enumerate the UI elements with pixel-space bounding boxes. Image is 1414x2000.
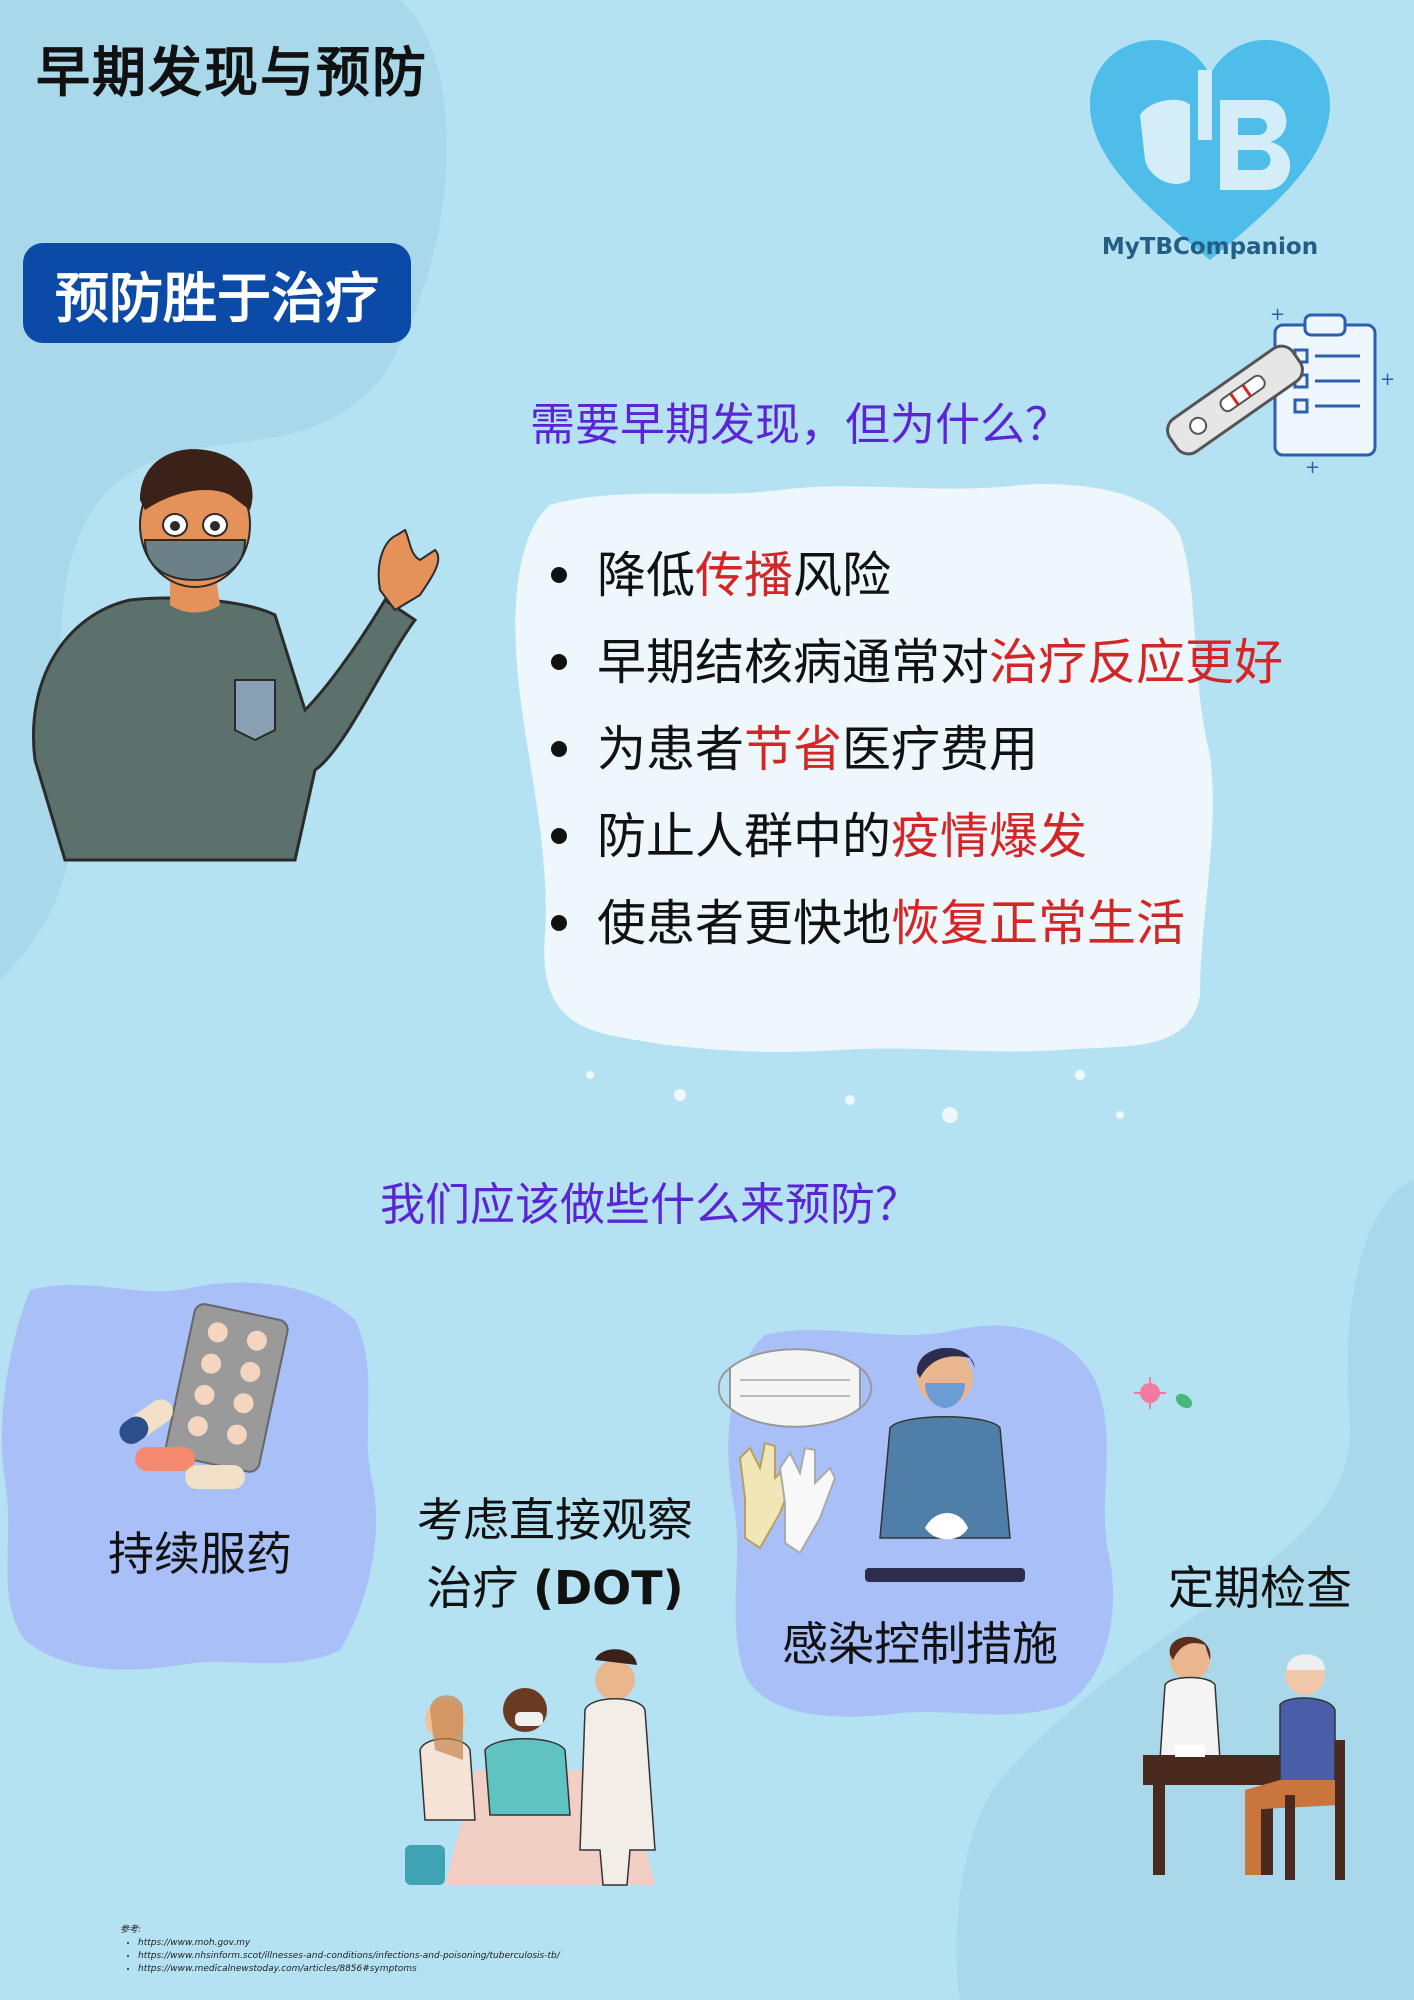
dot-label-line2: 治疗 (DOT) <box>380 1554 730 1622</box>
test-kit-clipboard-illustration: + + + <box>1166 304 1395 478</box>
list-item: 使患者更快地恢复正常生活 <box>545 893 1283 980</box>
references: 参考: https://www.moh.gov.my https://www.n… <box>120 1922 560 1976</box>
item-highlight: 疫情爆发 <box>891 808 1088 865</box>
slogan-badge: 预防胜于治疗 <box>23 243 411 343</box>
svg-text:+: + <box>1270 304 1285 325</box>
list-item: 为患者节省医疗费用 <box>545 719 1283 806</box>
item-text: 降低 <box>597 547 696 604</box>
item-highlight: 节省 <box>744 721 843 778</box>
list-item: 防止人群中的疫情爆发 <box>545 806 1283 893</box>
bullet-dot <box>551 828 567 844</box>
references-label: 参考: <box>120 1925 142 1935</box>
doctor-patient-dot-illustration <box>405 1649 656 1886</box>
dot-label: 考虑直接观察 治疗 (DOT) <box>380 1486 730 1622</box>
bullet-background-splash <box>515 484 1213 1123</box>
reference-link[interactable]: https://www.medicalnewstoday.com/article… <box>138 1963 560 1976</box>
early-detection-benefits-list: 降低传播风险 早期结核病通常对治疗反应更好 为患者节省医疗费用 防止人群中的疫情… <box>545 545 1283 980</box>
brand-name: MyTBCompanion <box>1101 234 1319 260</box>
infection-control-label: 感染控制措施 <box>782 1617 1058 1671</box>
references-list: https://www.moh.gov.my https://www.nhsin… <box>138 1937 560 1976</box>
page-title: 早期发现与预防 <box>36 41 428 104</box>
item-highlight: 恢复正常生活 <box>891 895 1186 952</box>
bullet-dot <box>551 567 567 583</box>
bullet-dot <box>551 915 567 931</box>
bullet-dot <box>551 741 567 757</box>
prevention-question: 我们应该做些什么来预防？ <box>380 1178 921 1231</box>
bullet-dot <box>551 654 567 670</box>
masks-gloves-handwashing-illustration <box>717 1347 1025 1582</box>
doctor-checkup-elderly-illustration <box>1143 1636 1345 1880</box>
reference-link[interactable]: https://www.moh.gov.my <box>138 1937 560 1950</box>
item-text: 使患者更快地 <box>597 895 892 952</box>
masked-man-waving-illustration <box>32 449 440 862</box>
list-item: 早期结核病通常对治疗反应更好 <box>545 632 1283 719</box>
dot-label-bold: (DOT) <box>532 1561 684 1615</box>
dot-label-plain: 治疗 <box>426 1561 533 1615</box>
pills-blister-pack-icon <box>119 1303 289 1489</box>
early-detection-question: 需要早期发现，但为什么？ <box>530 398 1071 451</box>
germs-icon <box>1134 1377 1193 1409</box>
list-item: 降低传播风险 <box>545 545 1283 632</box>
item-highlight: 治疗反应更好 <box>989 634 1284 691</box>
regular-checkup-label: 定期检查 <box>1168 1561 1352 1615</box>
reference-link[interactable]: https://www.nhsinform.scot/illnesses-and… <box>138 1950 560 1963</box>
svg-text:+: + <box>1305 457 1320 478</box>
item-text: 防止人群中的 <box>597 808 892 865</box>
item-text: 为患者 <box>597 721 745 778</box>
item-text: 早期结核病通常对 <box>597 634 990 691</box>
item-text-after: 医疗费用 <box>842 721 1039 778</box>
take-medication-label: 持续服药 <box>108 1527 292 1581</box>
item-text-after: 风险 <box>793 547 892 604</box>
heart-lungs-tb-logo-icon <box>1090 40 1330 260</box>
item-highlight: 传播 <box>695 547 794 604</box>
dot-label-line1: 考虑直接观察 <box>417 1493 693 1547</box>
svg-text:+: + <box>1380 369 1395 390</box>
